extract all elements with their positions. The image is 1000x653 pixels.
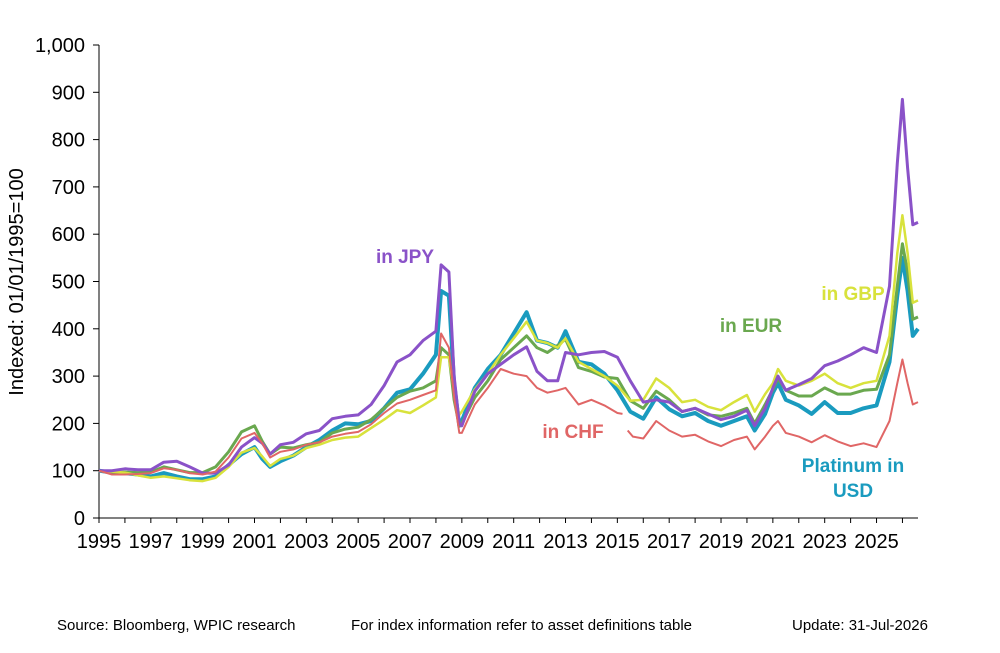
x-tick-label: 2025 bbox=[854, 531, 899, 553]
chart: 0 100 200 300 400 500 600 700 800 900 1,000 1995 199… bbox=[6, 35, 920, 553]
series-line-in-gbp bbox=[98, 214, 919, 483]
y-tick-label: 100 bbox=[52, 461, 85, 483]
x-tick-label: 2013 bbox=[543, 531, 588, 553]
source-note: Source: Bloomberg, WPIC research bbox=[57, 617, 296, 634]
x-tick-label: 2011 bbox=[492, 531, 535, 553]
y-axis-title: Indexed: 01/01/1995=100 bbox=[6, 168, 28, 395]
series-label: in EUR bbox=[720, 316, 783, 337]
x-tick-label: 2001 bbox=[232, 531, 277, 553]
series-line-in-chf bbox=[98, 332, 623, 476]
series-line-in-eur bbox=[98, 242, 919, 475]
y-tick-label: 400 bbox=[52, 319, 85, 341]
y-tick-label: 900 bbox=[52, 82, 85, 104]
series-line-in-chf bbox=[626, 358, 919, 451]
y-tick-label: 600 bbox=[52, 224, 85, 246]
series-line-in-jpy bbox=[99, 97, 919, 475]
x-tick-label: 2021 bbox=[751, 531, 796, 553]
index-info-note: For index information refer to asset def… bbox=[351, 617, 693, 634]
x-tick-label: 2003 bbox=[284, 531, 329, 553]
x-tick-label: 2023 bbox=[802, 531, 847, 553]
x-tick-label: 1997 bbox=[129, 531, 174, 553]
update-date: Update: 31-Jul-2026 bbox=[792, 617, 928, 634]
x-tick-label: 2009 bbox=[440, 531, 485, 553]
x-tick-label: 2005 bbox=[336, 531, 381, 553]
series-label: in CHF bbox=[542, 422, 603, 443]
y-tick-label: 700 bbox=[52, 177, 85, 199]
y-tick-label: 200 bbox=[52, 413, 85, 435]
series-label: in JPY bbox=[376, 247, 434, 268]
series-label: Platinum in bbox=[802, 456, 904, 477]
series-label: USD bbox=[833, 481, 873, 502]
y-tick-label: 500 bbox=[52, 272, 85, 294]
x-tick-label: 2007 bbox=[388, 531, 433, 553]
x-tick-label: 2015 bbox=[595, 531, 640, 553]
x-tick-label: 2019 bbox=[699, 531, 744, 553]
y-tick-label: 800 bbox=[52, 130, 85, 152]
x-tick-label: 1999 bbox=[180, 531, 225, 553]
axes: 0 100 200 300 400 500 600 700 800 900 1,000 1995 199… bbox=[35, 35, 918, 553]
x-tick-label: 2017 bbox=[647, 531, 692, 553]
x-tick-label: 1995 bbox=[77, 531, 122, 553]
series-label: in GBP bbox=[821, 284, 885, 305]
series-labels: in JPY in GBP in EUR in CHF Platinum in USD bbox=[376, 247, 904, 502]
y-tick-label: 0 bbox=[74, 508, 85, 530]
y-tick-label: 1,000 bbox=[35, 35, 85, 57]
y-tick-label: 300 bbox=[52, 366, 85, 388]
series-lines bbox=[98, 97, 920, 483]
series-line-platinum-in-usd bbox=[98, 255, 920, 482]
